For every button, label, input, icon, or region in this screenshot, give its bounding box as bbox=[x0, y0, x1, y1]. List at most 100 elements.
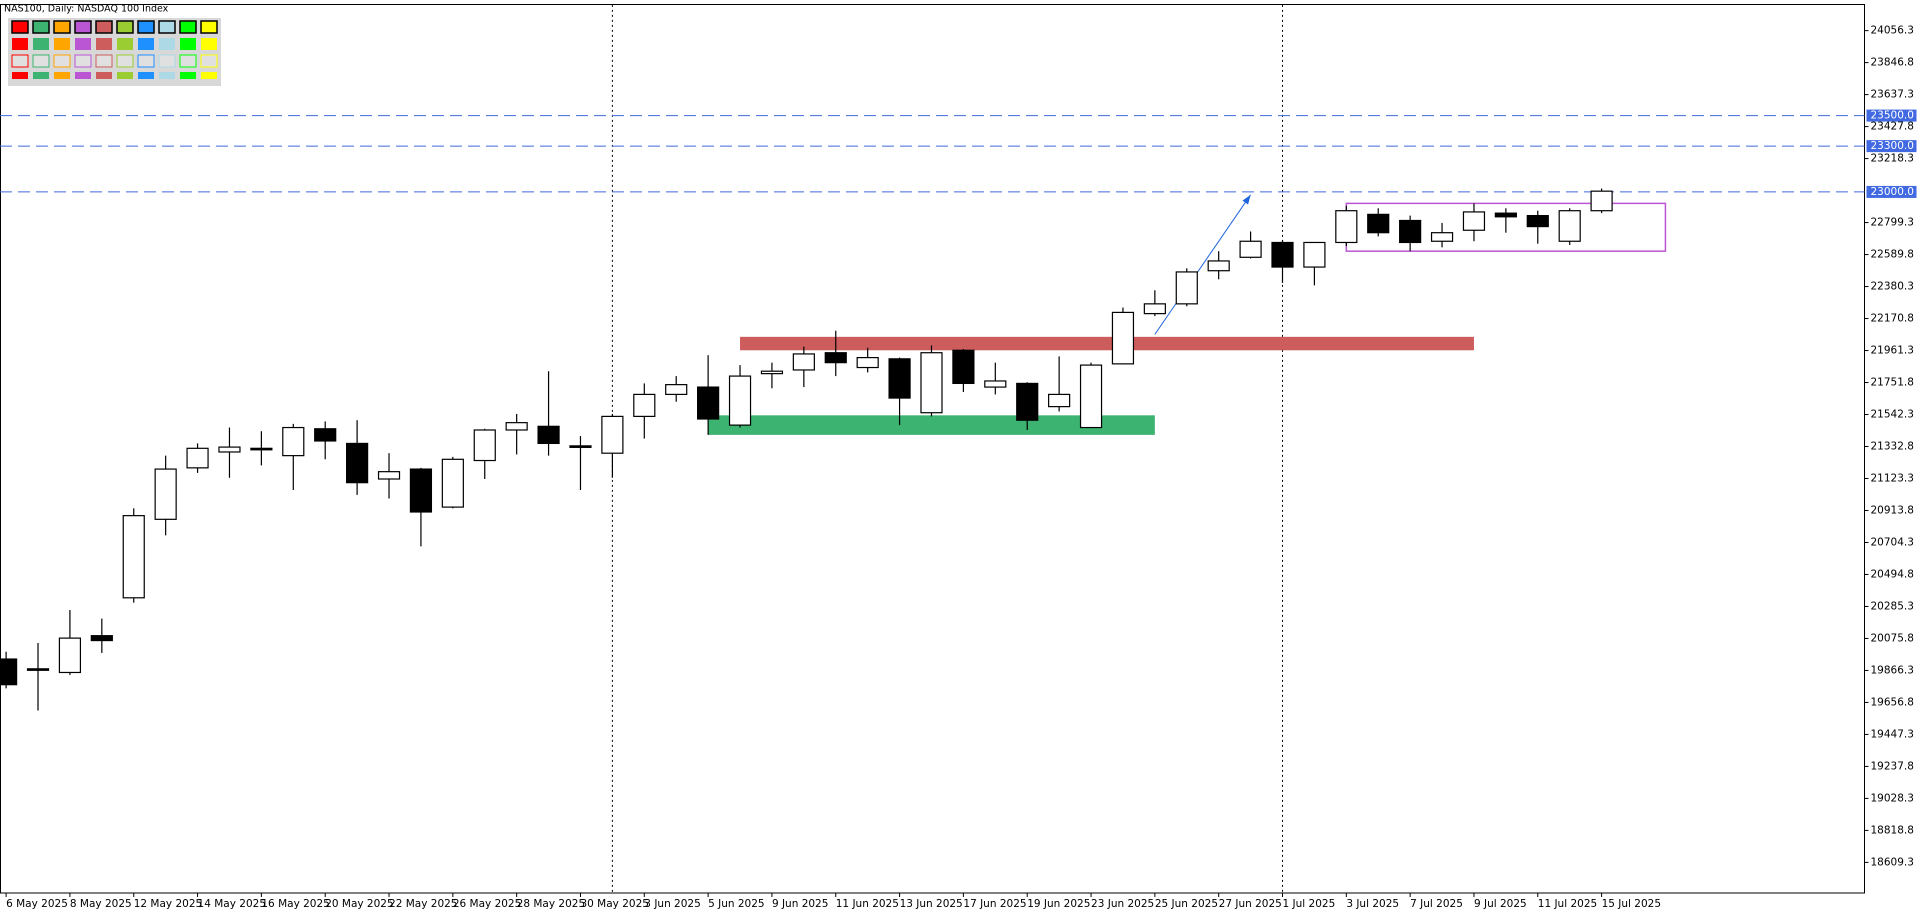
y-tick-label: 24056.3 bbox=[1871, 25, 1914, 37]
palette-swatch bbox=[116, 54, 134, 68]
candle-body bbox=[537, 425, 560, 445]
x-tick-label: 3 Jul 2025 bbox=[1346, 898, 1399, 910]
y-tick-label: 19237.8 bbox=[1871, 760, 1914, 772]
h-line-label: 23500.0 bbox=[1871, 110, 1914, 122]
palette-swatch bbox=[75, 72, 91, 79]
candle-body bbox=[218, 446, 241, 453]
x-tick-label: 9 Jul 2025 bbox=[1474, 898, 1527, 910]
candle-body bbox=[346, 442, 369, 484]
candle-body bbox=[601, 415, 624, 454]
candle-body bbox=[409, 468, 433, 513]
h-line-label-bg bbox=[1866, 109, 1917, 122]
candle-body bbox=[1016, 382, 1039, 421]
arrow-head bbox=[1242, 194, 1251, 205]
x-tick-label: 11 Jul 2025 bbox=[1538, 898, 1597, 910]
candle-body bbox=[0, 658, 18, 686]
palette-swatch bbox=[179, 54, 197, 68]
palette-swatch bbox=[75, 38, 91, 50]
y-tick-label: 22799.3 bbox=[1871, 217, 1914, 229]
x-tick-label: 8 May 2025 bbox=[70, 898, 132, 910]
y-tick-label: 23218.3 bbox=[1871, 153, 1914, 165]
candle-body bbox=[1367, 213, 1390, 234]
palette-swatch bbox=[54, 72, 70, 79]
x-tick-label: 1 Jul 2025 bbox=[1283, 898, 1336, 910]
palette-swatch bbox=[137, 54, 155, 68]
x-tick-label: 16 May 2025 bbox=[261, 898, 329, 910]
candle-body bbox=[26, 668, 50, 671]
y-tick-label: 19656.8 bbox=[1871, 696, 1914, 708]
palette-swatch bbox=[201, 72, 217, 79]
candle-body bbox=[1111, 311, 1135, 365]
y-tick-label: 22380.3 bbox=[1871, 281, 1914, 293]
x-tick-label: 22 May 2025 bbox=[389, 898, 457, 910]
candle-body bbox=[1303, 241, 1326, 268]
candle-body bbox=[1239, 240, 1262, 258]
candle-body bbox=[792, 353, 815, 371]
y-tick-label: 19866.3 bbox=[1871, 664, 1914, 676]
x-tick-label: 11 Jun 2025 bbox=[836, 898, 899, 910]
candle-body bbox=[760, 370, 784, 375]
candle-body bbox=[154, 468, 177, 520]
candle-body bbox=[824, 352, 847, 364]
x-tick-label: 9 Jun 2025 bbox=[772, 898, 828, 910]
palette-swatch bbox=[138, 38, 154, 50]
palette-swatch bbox=[53, 20, 71, 34]
palette-swatch bbox=[32, 54, 50, 68]
x-tick-label: 5 Jun 2025 bbox=[708, 898, 764, 910]
chart-title: NAS100, Daily: NASDAQ 100 Index bbox=[4, 4, 169, 15]
y-tick-label: 21542.3 bbox=[1871, 409, 1914, 421]
y-tick-label: 21123.3 bbox=[1871, 472, 1914, 484]
candle-body bbox=[697, 386, 720, 420]
y-tick-label: 21751.8 bbox=[1871, 377, 1914, 389]
x-tick-label: 13 Jun 2025 bbox=[900, 898, 963, 910]
candle-body bbox=[1335, 210, 1358, 244]
candle-body bbox=[569, 445, 592, 448]
x-tick-label: 19 Jun 2025 bbox=[1027, 898, 1090, 910]
h-line-label-bg bbox=[1866, 140, 1917, 153]
candle-body bbox=[1207, 260, 1230, 272]
candle-body bbox=[633, 393, 656, 417]
x-tick-label: 17 Jun 2025 bbox=[963, 898, 1026, 910]
palette-swatch bbox=[11, 54, 29, 68]
palette-swatch bbox=[180, 38, 196, 50]
arrow-line bbox=[1154, 194, 1252, 335]
h-line-label-bg bbox=[1866, 185, 1917, 198]
candle-body bbox=[314, 428, 337, 442]
palette-swatch bbox=[12, 72, 28, 79]
candle-body bbox=[377, 471, 401, 480]
x-tick-label: 7 Jul 2025 bbox=[1410, 898, 1463, 910]
candle-body bbox=[665, 384, 688, 396]
x-tick-label: 14 May 2025 bbox=[198, 898, 266, 910]
y-tick-label: 20285.3 bbox=[1871, 600, 1914, 612]
palette-swatch bbox=[32, 20, 50, 34]
candle-body bbox=[122, 515, 145, 599]
candle-body bbox=[58, 637, 82, 674]
candle-body bbox=[920, 352, 943, 414]
candle-body bbox=[1430, 232, 1454, 242]
candle-body bbox=[1558, 210, 1581, 242]
palette-swatch bbox=[54, 38, 70, 50]
candle-body bbox=[1526, 214, 1549, 228]
zone bbox=[708, 415, 1155, 435]
x-tick-label: 30 May 2025 bbox=[580, 898, 648, 910]
palette-swatch bbox=[95, 20, 113, 34]
palette-swatch bbox=[96, 72, 112, 79]
color-palette bbox=[8, 18, 221, 86]
zone bbox=[740, 336, 1474, 351]
palette-swatch bbox=[96, 38, 112, 50]
palette-swatch bbox=[159, 72, 175, 79]
palette-swatch bbox=[53, 54, 71, 68]
palette-swatch bbox=[137, 20, 155, 34]
y-tick-label: 20075.8 bbox=[1871, 632, 1914, 644]
x-tick-label: 15 Jul 2025 bbox=[1602, 898, 1661, 910]
y-tick-label: 18818.8 bbox=[1871, 824, 1914, 836]
palette-swatch bbox=[117, 72, 133, 79]
palette-swatch bbox=[179, 20, 197, 34]
palette-swatch bbox=[116, 20, 134, 34]
y-tick-label: 23427.8 bbox=[1871, 121, 1914, 133]
palette-swatch bbox=[74, 54, 92, 68]
palette-swatch bbox=[33, 72, 49, 79]
y-tick-label: 19028.3 bbox=[1871, 792, 1914, 804]
x-tick-label: 6 May 2025 bbox=[6, 898, 68, 910]
